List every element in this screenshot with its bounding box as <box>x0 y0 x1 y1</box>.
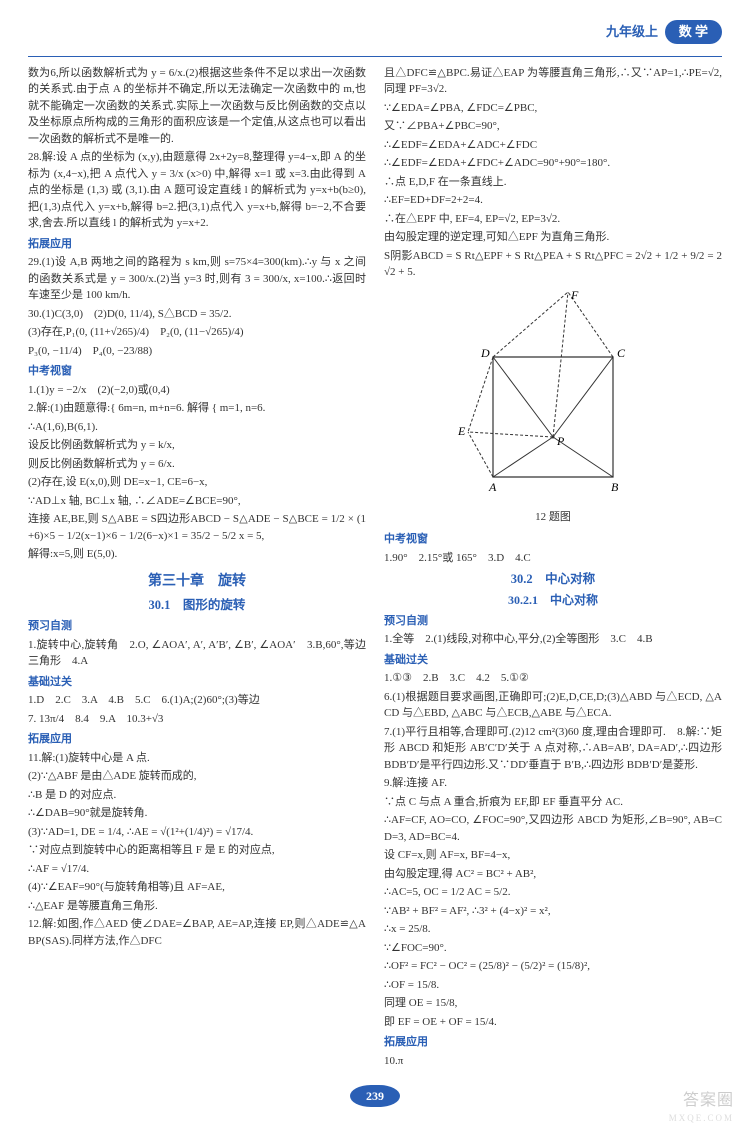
text: P₃(0, −11/4) P₄(0, −23/88) <box>28 343 366 360</box>
figure-12: A B C D E F P 12 题图 <box>384 287 722 526</box>
text: ∴△EAF 是等腰直角三角形. <box>28 898 366 915</box>
grade-label: 九年级上 <box>606 22 658 42</box>
svg-text:C: C <box>617 346 626 360</box>
text: ∵∠EDA=∠PBA, ∠FDC=∠PBC, <box>384 100 722 117</box>
text: ∴B 是 D 的对应点. <box>28 787 366 804</box>
text: 1.(1)y = −2/x (2)(−2,0)或(0,4) <box>28 382 366 399</box>
text: (3)∵AD=1, DE = 1/4, ∴AE = √(1²+(1/4)²) =… <box>28 824 366 841</box>
text: 30.(1)C(3,0) (2)D(0, 11/4), S△BCD = 35/2… <box>28 306 366 323</box>
text: 同理 OE = 15/8, <box>384 995 722 1012</box>
section-heading: 预习自测 <box>384 613 722 630</box>
text: (4)∵∠EAF=90°(与旋转角相等)且 AF=AE, <box>28 879 366 896</box>
columns: 数为6,所以函数解析式为 y = 6/x.(2)根据这些条件不足以求出一次函数的… <box>28 65 722 1072</box>
text: 又∵∠PBA+∠PBC=90°, <box>384 118 722 135</box>
text: 解得:x=5,则 E(5,0). <box>28 546 366 563</box>
text: 1.①③ 2.B 3.C 4.2 5.①② <box>384 670 722 687</box>
text: 1.90° 2.15°或 165° 3.D 4.C <box>384 550 722 567</box>
svg-text:E: E <box>457 424 466 438</box>
text: 由勾股定理,得 AC² = BC² + AB², <box>384 866 722 883</box>
text: 1.D 2.C 3.A 4.B 5.C 6.(1)A;(2)60°;(3)等边 <box>28 692 366 709</box>
text: 2.解:(1)由题意得:{ 6m=n, m+n=6. 解得 { m=1, n=6… <box>28 400 366 417</box>
section-heading: 拓展应用 <box>28 236 366 253</box>
text: ∴EF=ED+DF=2+2=4. <box>384 192 722 209</box>
text: ∴x = 25/8. <box>384 921 722 938</box>
text: ∴AF = √17/4. <box>28 861 366 878</box>
text: 7. 13π/4 8.4 9.A 10.3+√3 <box>28 711 366 728</box>
watermark-url: MXQE.COM <box>669 1112 734 1126</box>
text: 7.(1)平行且相等,合理即可.(2)12 cm²(3)60 度,理由合理即可.… <box>384 724 722 774</box>
header: 九年级上 数 学 <box>28 20 722 44</box>
text: ∴OF² = FC² − OC² = (25/8)² − (5/2)² = (1… <box>384 958 722 975</box>
text: 11.解:(1)旋转中心是 A 点. <box>28 750 366 767</box>
text: 且△DFC≌△BPC.易证△EAP 为等腰直角三角形,∴又∵AP=1,∴PE=√… <box>384 65 722 98</box>
page-number-container: 239 <box>28 1085 722 1107</box>
text: 1.全等 2.(1)线段,对称中心,平分,(2)全等图形 3.C 4.B <box>384 631 722 648</box>
page: 九年级上 数 学 数为6,所以函数解析式为 y = 6/x.(2)根据这些条件不… <box>0 0 750 1127</box>
text: 由勾股定理的逆定理,可知△EPF 为直角三角形. <box>384 229 722 246</box>
text: S阴影ABCD = S Rt△EPF + S Rt△PEA + S Rt△PFC… <box>384 248 722 281</box>
text: ∴点 E,D,F 在一条直线上. <box>384 174 722 191</box>
text: 12.解:如图,作△AED 使∠DAE=∠BAP, AE=AP,连接 EP,则△… <box>28 916 366 949</box>
svg-text:P: P <box>556 434 565 448</box>
text: 9.解:连接 AF. <box>384 775 722 792</box>
subsub-title: 30.2.1 中心对称 <box>384 591 722 609</box>
svg-text:A: A <box>488 480 497 494</box>
page-number: 239 <box>350 1085 400 1107</box>
right-column: 且△DFC≌△BPC.易证△EAP 为等腰直角三角形,∴又∵AP=1,∴PE=√… <box>384 65 722 1072</box>
svg-text:F: F <box>570 288 579 302</box>
text: 1.旋转中心,旋转角 2.O, ∠AOA′, A′, A′B′, ∠B′, ∠A… <box>28 637 366 670</box>
chapter-title: 第三十章 旋转 <box>28 571 366 592</box>
svg-text:D: D <box>480 346 490 360</box>
text: 10.π <box>384 1053 722 1070</box>
section-heading: 拓展应用 <box>28 731 366 748</box>
sub-title: 30.1 图形的旋转 <box>28 596 366 615</box>
watermark: 答案圈 <box>683 1089 734 1113</box>
sub-title: 30.2 中心对称 <box>384 570 722 589</box>
text: 设 CF=x,则 AF=x, BF=4−x, <box>384 847 722 864</box>
text: (2)∵△ABF 是由△ADE 旋转而成的, <box>28 768 366 785</box>
text: 29.(1)设 A,B 两地之间的路程为 s km,则 s=75×4=300(k… <box>28 254 366 304</box>
text: ∴A(1,6),B(6,1). <box>28 419 366 436</box>
text: 设反比例函数解析式为 y = k/x, <box>28 437 366 454</box>
text: (2)存在,设 E(x,0),则 DE=x−1, CE=6−x, <box>28 474 366 491</box>
text: 即 EF = OE + OF = 15/4. <box>384 1014 722 1031</box>
figure-caption: 12 题图 <box>384 509 722 526</box>
section-heading: 中考视窗 <box>384 531 722 548</box>
text: ∵∠FOC=90°. <box>384 940 722 957</box>
text: 则反比例函数解析式为 y = 6/x. <box>28 456 366 473</box>
text: ∴OF = 15/8. <box>384 977 722 994</box>
geometry-diagram: A B C D E F P <box>453 287 653 507</box>
text: ∴∠DAB=90°就是旋转角. <box>28 805 366 822</box>
text: 连接 AE,BE,则 S△ABE = S四边形ABCD − S△ADE − S△… <box>28 511 366 544</box>
text: ∵对应点到旋转中心的距离相等且 F 是 E 的对应点, <box>28 842 366 859</box>
text: ∴AF=CF, AO=CO, ∠FOC=90°,又四边形 ABCD 为矩形,∠B… <box>384 812 722 845</box>
text: 6.(1)根据题目要求画图,正确即可;(2)E,D,CE,D;(3)△ABD 与… <box>384 689 722 722</box>
text: ∴在△EPF 中, EF=4, EP=√2, EP=3√2. <box>384 211 722 228</box>
left-column: 数为6,所以函数解析式为 y = 6/x.(2)根据这些条件不足以求出一次函数的… <box>28 65 366 1072</box>
section-heading: 拓展应用 <box>384 1034 722 1051</box>
text: ∴AC=5, OC = 1/2 AC = 5/2. <box>384 884 722 901</box>
svg-text:B: B <box>611 480 619 494</box>
subject-pill: 数 学 <box>665 20 722 44</box>
section-heading: 预习自测 <box>28 618 366 635</box>
text: ∴∠EDF=∠EDA+∠ADC+∠FDC <box>384 137 722 154</box>
text: ∵AD⊥x 轴, BC⊥x 轴, ∴∠ADE=∠BCE=90°, <box>28 493 366 510</box>
section-heading: 基础过关 <box>28 674 366 691</box>
text: ∵AB² + BF² = AF², ∴3² + (4−x)² = x², <box>384 903 722 920</box>
header-rule <box>28 56 722 57</box>
section-heading: 中考视窗 <box>28 363 366 380</box>
section-heading: 基础过关 <box>384 652 722 669</box>
text: 28.解:设 A 点的坐标为 (x,y),由题意得 2x+2y=8,整理得 y=… <box>28 149 366 232</box>
text: ∵点 C 与点 A 重合,折痕为 EF,即 EF 垂直平分 AC. <box>384 794 722 811</box>
text: 数为6,所以函数解析式为 y = 6/x.(2)根据这些条件不足以求出一次函数的… <box>28 65 366 148</box>
text: (3)存在,P₁(0, (11+√265)/4) P₂(0, (11−√265)… <box>28 324 366 341</box>
text: ∴∠EDF=∠EDA+∠FDC+∠ADC=90°+90°=180°. <box>384 155 722 172</box>
